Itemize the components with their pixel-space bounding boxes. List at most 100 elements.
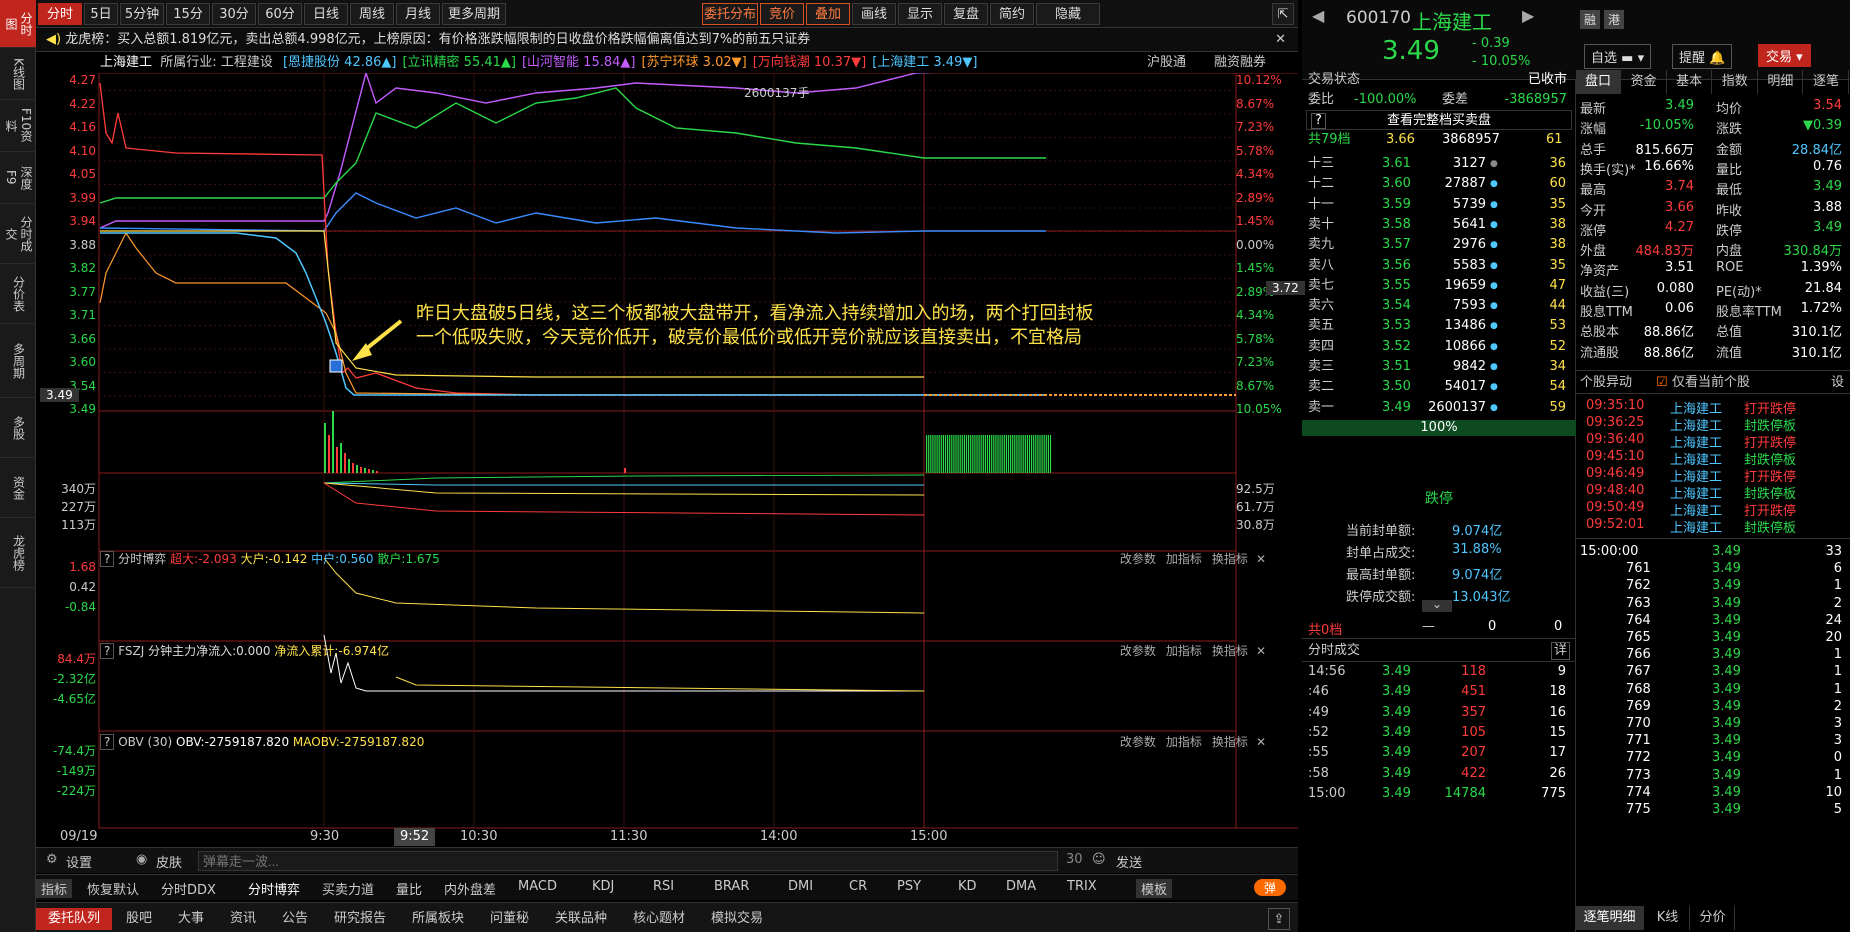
- alert-cell[interactable]: 09:48:40: [1586, 483, 1645, 498]
- alert-cell[interactable]: 封跌停板: [1744, 453, 1797, 468]
- alerts-settings-button[interactable]: 设: [1830, 375, 1844, 390]
- alert-cell[interactable]: 封跌停板: [1744, 521, 1797, 536]
- danmu-input[interactable]: [198, 851, 1058, 871]
- rzrq-label[interactable]: 融资融券: [1213, 55, 1266, 70]
- leftbar-6[interactable]: 多周期: [0, 324, 36, 398]
- period-tab-6[interactable]: 日线: [304, 3, 348, 25]
- period-tab-0[interactable]: 分时: [38, 3, 82, 25]
- industry-value[interactable]: 工程建设: [220, 55, 273, 70]
- close-icon[interactable]: ✕: [1255, 644, 1266, 658]
- ask-row[interactable]: 十一 3.59 5739 ● 35: [1302, 195, 1576, 215]
- bottom-tab-10[interactable]: 模拟交易: [710, 911, 763, 926]
- skin-button[interactable]: 皮肤: [156, 856, 183, 871]
- help-icon[interactable]: ?: [1311, 113, 1326, 129]
- bottom-tab-8[interactable]: 关联品种: [554, 911, 607, 926]
- trade-button[interactable]: 交易 ▾: [1758, 44, 1811, 67]
- toolbar-right-1[interactable]: 竞价: [760, 3, 804, 25]
- settings-button[interactable]: 设置: [66, 856, 93, 871]
- close-icon[interactable]: ✕: [1255, 552, 1266, 566]
- close-icon[interactable]: ✕: [1255, 735, 1266, 749]
- period-tab-9[interactable]: 更多周期: [442, 3, 506, 25]
- alert-cell[interactable]: 上海建工: [1670, 402, 1723, 417]
- leftbar-8[interactable]: 资金: [0, 458, 36, 518]
- period-tab-8[interactable]: 月线: [396, 3, 440, 25]
- quote-tab-2[interactable]: 基本: [1667, 70, 1713, 94]
- alert-cell[interactable]: 09:52:01: [1586, 517, 1645, 532]
- alert-cell[interactable]: 封跌停板: [1744, 419, 1797, 434]
- leftbar-4[interactable]: 分时成交: [0, 204, 36, 264]
- ind-tab-3[interactable]: 分时博弈: [248, 883, 301, 898]
- period-tab-4[interactable]: 30分钟: [212, 3, 256, 44]
- peer-2[interactable]: [山河智能 15.84▲]: [521, 55, 636, 70]
- period-tab-3[interactable]: 15分钟: [166, 3, 210, 44]
- bottom-tab-9[interactable]: 核心题材: [632, 911, 685, 926]
- ind-tab-8[interactable]: KDJ: [592, 879, 615, 894]
- ind-btn-0[interactable]: 改参数: [1119, 552, 1156, 566]
- ask-row[interactable]: 卖三 3.51 9842 ● 34: [1302, 357, 1576, 377]
- bottom-tab-7[interactable]: 问董秘: [489, 911, 529, 926]
- indicator3-name[interactable]: OBV (30): [118, 735, 173, 749]
- prev-stock-icon[interactable]: ◀: [1312, 6, 1325, 25]
- ask-row[interactable]: 卖六 3.54 7593 ● 44: [1302, 296, 1576, 316]
- alert-cell[interactable]: 上海建工: [1670, 470, 1723, 485]
- period-tab-1[interactable]: 5日: [84, 3, 118, 25]
- toolbar-right-6[interactable]: 简约: [990, 3, 1034, 25]
- bottom-tab-4[interactable]: 公告: [281, 911, 308, 926]
- ask-row[interactable]: 卖一 3.49 2600137 ● 59: [1302, 398, 1576, 418]
- peer-0[interactable]: [恩捷股份 42.86▲]: [282, 55, 397, 70]
- period-tab-7[interactable]: 周线: [350, 3, 394, 25]
- ind-tab-6[interactable]: 内外盘差: [444, 883, 497, 898]
- alert-cell[interactable]: 09:46:49: [1586, 466, 1645, 481]
- peer-5[interactable]: [上海建工 3.49▼]: [872, 55, 978, 70]
- ind-btn-0[interactable]: 改参数: [1119, 735, 1156, 749]
- toolbar-right-2[interactable]: 叠加: [806, 3, 850, 25]
- ind-tab-13[interactable]: PSY: [897, 879, 922, 894]
- bottom-tab-1[interactable]: 股吧: [125, 911, 152, 926]
- maximize-icon[interactable]: ⇱: [1272, 3, 1294, 25]
- alert-cell[interactable]: 打开跌停: [1744, 436, 1797, 451]
- ind-btn-0[interactable]: 改参数: [1119, 644, 1156, 658]
- alert-cell[interactable]: 上海建工: [1670, 504, 1723, 519]
- emoji-icon[interactable]: ☺: [1092, 852, 1106, 867]
- danmu-toggle[interactable]: 弹: [1253, 879, 1286, 896]
- detail-tab-2[interactable]: 分价: [1691, 906, 1735, 930]
- help-icon[interactable]: ?: [100, 643, 115, 659]
- ind-btn-1[interactable]: 加指标: [1165, 644, 1202, 658]
- toolbar-right-4[interactable]: 显示: [898, 3, 942, 25]
- leftbar-2[interactable]: F10资料: [0, 100, 36, 152]
- expand-up-icon[interactable]: ⇪: [1268, 908, 1290, 930]
- toolbar-right-3[interactable]: 画线: [852, 3, 896, 25]
- ask-row[interactable]: 卖十 3.58 5641 ● 38: [1302, 215, 1576, 235]
- ind-tab-5[interactable]: 量比: [396, 883, 423, 898]
- indicator1-name[interactable]: 分时博弈: [118, 552, 167, 566]
- quote-tab-4[interactable]: 明细: [1758, 70, 1804, 94]
- leftbar-1[interactable]: K线图: [0, 48, 36, 100]
- hgt-label[interactable]: 沪股通: [1146, 55, 1186, 70]
- alert-cell[interactable]: 上海建工: [1670, 487, 1723, 502]
- peer-1[interactable]: [立讯精密 55.41▲]: [402, 55, 516, 70]
- skin-icon[interactable]: ◉: [136, 852, 148, 867]
- leftbar-9[interactable]: 龙虎榜: [0, 518, 36, 588]
- toolbar-right-5[interactable]: 复盘: [944, 3, 988, 25]
- alert-cell[interactable]: 09:35:10: [1586, 398, 1645, 413]
- alert-cell[interactable]: 09:50:49: [1586, 500, 1645, 515]
- leftbar-3[interactable]: 深度F9: [0, 152, 36, 204]
- trades-more-button[interactable]: 详: [1550, 642, 1570, 660]
- ask-row[interactable]: 卖七 3.55 19659 ● 47: [1302, 276, 1576, 296]
- ind-tab-1[interactable]: 恢复默认: [87, 883, 140, 898]
- alert-cell[interactable]: 09:36:25: [1586, 415, 1645, 430]
- bottom-tab-2[interactable]: 大事: [177, 911, 204, 926]
- period-tab-2[interactable]: 5分钟: [120, 3, 164, 25]
- toolbar-right-7[interactable]: 隐藏: [1036, 3, 1100, 25]
- ind-tab-14[interactable]: KD: [958, 879, 977, 894]
- bottom-tab-0[interactable]: 委托队列: [36, 908, 112, 930]
- ask-row[interactable]: 卖五 3.53 13486 ● 53: [1302, 316, 1576, 336]
- ind-tab-10[interactable]: BRAR: [714, 879, 750, 894]
- checkbox-icon[interactable]: ☑: [1656, 375, 1668, 390]
- alert-cell[interactable]: 上海建工: [1670, 419, 1723, 434]
- ind-btn-2[interactable]: 换指标: [1211, 552, 1248, 566]
- alert-cell[interactable]: 上海建工: [1670, 436, 1723, 451]
- period-tab-5[interactable]: 60分钟: [258, 3, 302, 44]
- ind-tab-9[interactable]: RSI: [653, 879, 675, 894]
- bottom-tab-3[interactable]: 资讯: [229, 911, 256, 926]
